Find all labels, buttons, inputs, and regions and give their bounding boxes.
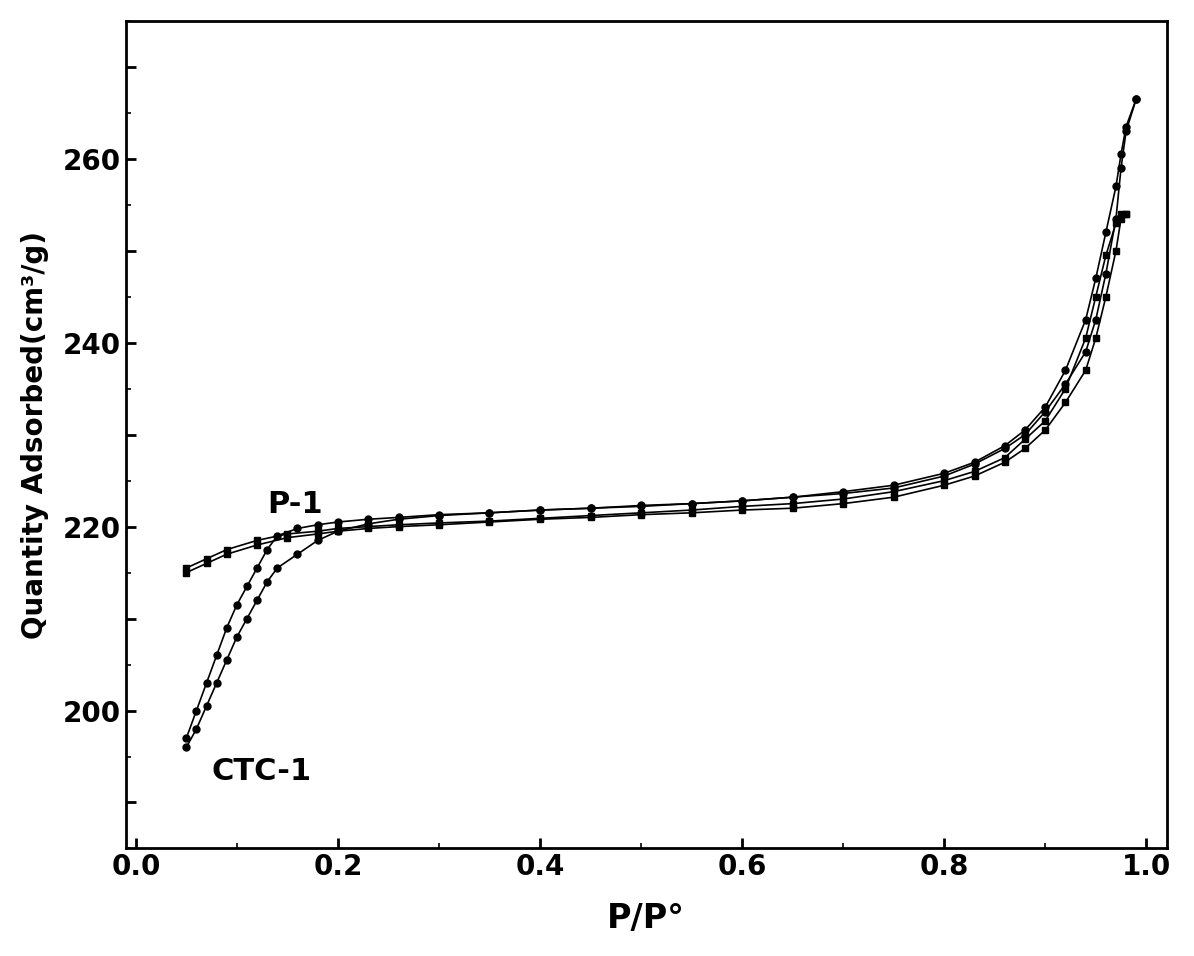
Text: CTC-1: CTC-1 <box>211 756 312 786</box>
Y-axis label: Quantity Adsorbed(cm³/g): Quantity Adsorbed(cm³/g) <box>20 230 49 639</box>
X-axis label: P/P°: P/P° <box>608 902 685 935</box>
Text: P-1: P-1 <box>267 489 322 519</box>
